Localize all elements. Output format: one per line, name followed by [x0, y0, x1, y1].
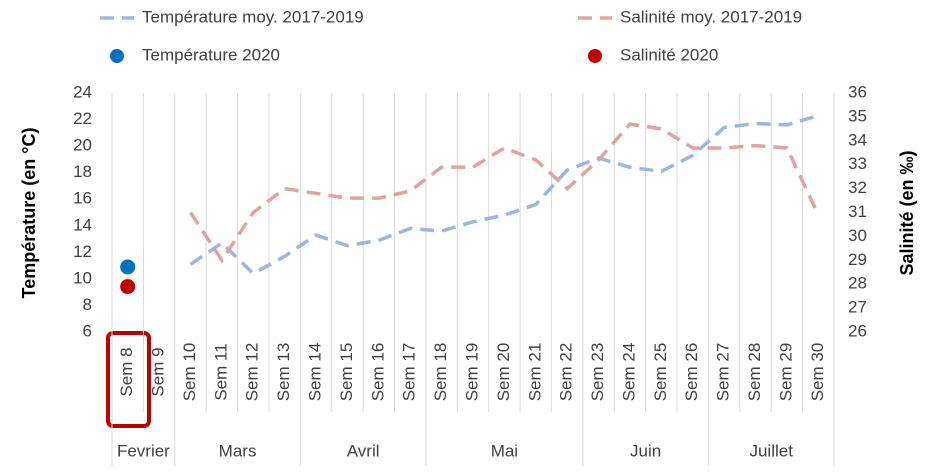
x-tick-label: Sem 8 — [117, 347, 136, 396]
x-tick-label: Sem 23 — [588, 343, 607, 402]
y2-tick-label: 32 — [848, 178, 867, 197]
y-tick-label: 24 — [73, 82, 92, 101]
y-tick-label: 14 — [73, 215, 92, 234]
x-tick-label: Sem 18 — [431, 343, 450, 402]
series-line — [189, 122, 820, 264]
x-tick-label: Sem 29 — [776, 343, 795, 402]
legend-label: Salinité moy. 2017-2019 — [620, 7, 802, 26]
x-group-label: Juillet — [749, 441, 793, 460]
y-tick-label: 10 — [73, 268, 92, 287]
highlight-box — [106, 331, 151, 428]
y-tick-label: 20 — [73, 136, 92, 155]
data-point — [120, 259, 136, 275]
legend-swatch — [588, 49, 602, 63]
y-tick-label: 12 — [73, 242, 92, 261]
y2-tick-label: 31 — [848, 202, 867, 221]
y2-tick-label: 30 — [848, 226, 867, 245]
x-tick-label: Sem 13 — [274, 343, 293, 402]
x-tick-label: Sem 21 — [525, 343, 544, 402]
x-tick-label: Sem 28 — [745, 343, 764, 402]
y-tick-label: 8 — [83, 295, 92, 314]
x-tick-label: Sem 17 — [400, 343, 419, 402]
y-tick-label: 16 — [73, 189, 92, 208]
x-tick-label: Sem 22 — [557, 343, 576, 402]
x-tick-label: Sem 20 — [494, 343, 513, 402]
y-tick-label: 22 — [73, 109, 92, 128]
y2-tick-label: 29 — [848, 250, 867, 269]
y2-tick-label: 36 — [848, 82, 867, 101]
y-tick-label: 18 — [73, 162, 92, 181]
x-tick-label: Sem 12 — [243, 343, 262, 402]
x-tick-label: Sem 24 — [619, 343, 638, 402]
data-point — [120, 279, 136, 295]
x-tick-label: Sem 14 — [306, 343, 325, 402]
y2-tick-label: 26 — [848, 321, 867, 340]
x-tick-label: Sem 25 — [651, 343, 670, 402]
x-group-label: Juin — [630, 441, 661, 460]
y2-tick-label: 35 — [848, 106, 867, 125]
x-tick-label: Sem 10 — [180, 343, 199, 402]
x-tick-label: Sem 15 — [337, 343, 356, 402]
legend-label: Température moy. 2017-2019 — [142, 7, 364, 26]
y2-tick-label: 28 — [848, 274, 867, 293]
y-tick-label: 6 — [83, 321, 92, 340]
y2-tick-label: 34 — [848, 130, 867, 149]
x-tick-label: Sem 16 — [368, 343, 387, 402]
x-group-label: Mars — [219, 441, 257, 460]
legend-label: Salinité 2020 — [620, 45, 718, 64]
series-line — [189, 113, 819, 276]
x-group-label: Mai — [491, 441, 518, 460]
legend-label: Température 2020 — [142, 45, 280, 64]
y-axis-label: Température (en °C) — [19, 128, 39, 299]
y2-tick-label: 33 — [848, 154, 867, 173]
x-tick-label: Sem 30 — [808, 343, 827, 402]
x-tick-label: Sem 9 — [149, 347, 168, 396]
x-tick-label: Sem 26 — [682, 343, 701, 402]
x-tick-label: Sem 11 — [211, 343, 230, 400]
x-tick-label: Sem 27 — [714, 343, 733, 402]
legend-swatch — [110, 49, 124, 63]
y2-axis-label: Salinité (en ‰) — [897, 150, 917, 275]
y2-tick-label: 27 — [848, 298, 867, 317]
x-group-label: Avril — [347, 441, 380, 460]
x-tick-label: Sem 19 — [462, 343, 481, 402]
x-group-label: Fevrier — [117, 441, 170, 460]
